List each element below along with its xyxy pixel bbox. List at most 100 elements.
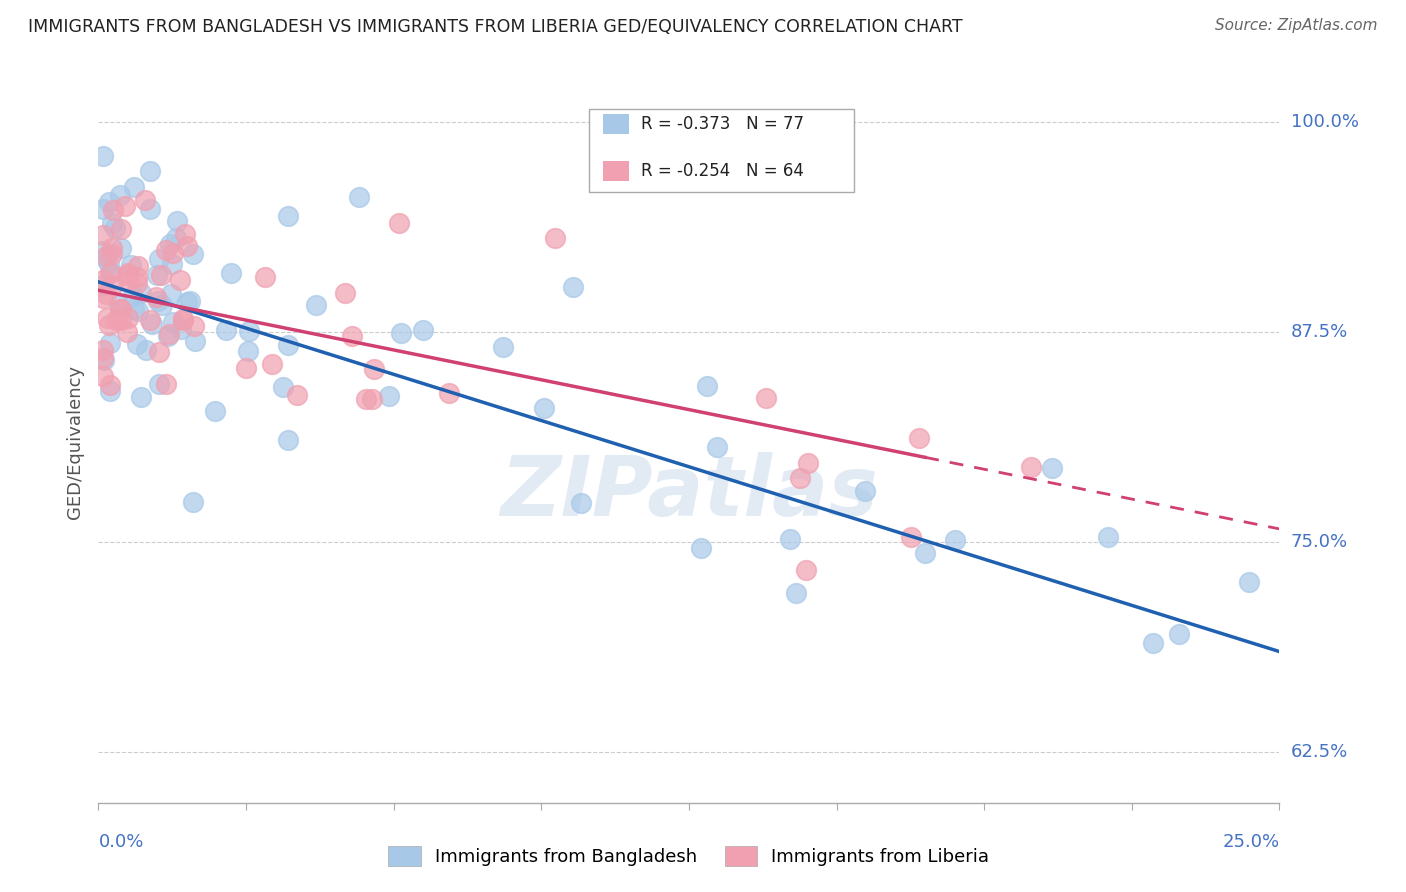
Point: [945, 533, 967, 547]
Point: [117, 325, 139, 339]
Point: [391, 326, 413, 340]
Point: [900, 531, 922, 545]
Point: [305, 298, 328, 312]
Point: [131, 390, 153, 404]
Point: [101, 242, 124, 256]
Point: [141, 318, 163, 332]
Point: [98, 256, 121, 270]
Point: [797, 456, 820, 470]
Point: [785, 586, 807, 600]
Point: [176, 295, 198, 310]
Point: [91, 227, 114, 242]
Point: [145, 268, 167, 283]
Point: [789, 471, 811, 485]
Point: [853, 484, 876, 499]
Text: 0.0%: 0.0%: [98, 833, 143, 851]
Point: [184, 334, 207, 349]
Point: [271, 380, 294, 394]
Point: [162, 315, 184, 329]
Point: [98, 335, 121, 350]
Point: [100, 265, 122, 279]
Point: [122, 288, 145, 302]
Point: [174, 227, 197, 242]
Text: IMMIGRANTS FROM BANGLADESH VS IMMIGRANTS FROM LIBERIA GED/EQUIVALENCY CORRELATIO: IMMIGRANTS FROM BANGLADESH VS IMMIGRANTS…: [28, 18, 963, 36]
Point: [347, 189, 370, 203]
Point: [155, 377, 177, 392]
Point: [162, 246, 184, 260]
Point: [101, 277, 124, 292]
Point: [110, 301, 132, 316]
Text: R = -0.373   N = 77: R = -0.373 N = 77: [641, 115, 803, 133]
Point: [544, 231, 567, 245]
Point: [117, 311, 139, 326]
Point: [179, 294, 201, 309]
Point: [755, 391, 778, 405]
Point: [114, 199, 136, 213]
Point: [122, 301, 145, 316]
Point: [139, 164, 162, 178]
Point: [97, 195, 120, 210]
Point: [127, 259, 149, 273]
Point: [148, 376, 170, 391]
Point: [1040, 460, 1063, 475]
Point: [91, 277, 114, 292]
Point: [107, 298, 129, 312]
Point: [166, 214, 188, 228]
FancyBboxPatch shape: [589, 109, 855, 193]
Point: [91, 148, 114, 162]
Point: [127, 304, 149, 318]
Point: [162, 257, 184, 271]
Point: [138, 312, 160, 326]
Point: [117, 273, 139, 287]
Point: [125, 337, 148, 351]
Point: [562, 279, 585, 293]
Point: [91, 244, 114, 259]
Text: 62.5%: 62.5%: [1291, 743, 1348, 762]
Point: [91, 291, 114, 305]
Point: [149, 268, 172, 282]
Point: [340, 329, 363, 343]
Point: [93, 352, 115, 367]
Point: [91, 343, 114, 357]
Point: [91, 272, 114, 286]
Point: [105, 313, 128, 327]
Point: [145, 290, 167, 304]
Point: [91, 351, 114, 365]
Point: [689, 541, 711, 556]
Point: [253, 269, 276, 284]
Point: [1167, 627, 1189, 641]
Point: [914, 546, 936, 560]
Point: [236, 344, 259, 359]
Point: [1019, 460, 1042, 475]
Point: [437, 386, 460, 401]
Point: [122, 180, 145, 194]
Point: [794, 563, 817, 577]
Point: [125, 270, 148, 285]
Point: [169, 273, 191, 287]
Point: [388, 215, 411, 229]
Point: [696, 378, 718, 392]
Point: [91, 202, 114, 217]
Point: [94, 286, 117, 301]
Text: 100.0%: 100.0%: [1291, 113, 1358, 131]
Text: R = -0.254   N = 64: R = -0.254 N = 64: [641, 162, 803, 180]
Point: [235, 361, 257, 376]
Point: [176, 238, 198, 252]
Point: [166, 231, 188, 245]
Point: [103, 202, 125, 217]
Point: [170, 322, 193, 336]
Text: Source: ZipAtlas.com: Source: ZipAtlas.com: [1215, 18, 1378, 33]
Point: [97, 318, 120, 333]
Point: [110, 301, 132, 316]
Point: [706, 440, 728, 454]
Point: [152, 298, 174, 312]
Point: [363, 361, 385, 376]
Point: [172, 313, 194, 327]
Point: [160, 287, 183, 301]
Point: [157, 327, 180, 342]
Point: [492, 340, 515, 354]
Point: [96, 310, 118, 325]
Point: [148, 252, 170, 267]
Point: [148, 345, 170, 359]
Point: [98, 266, 121, 280]
